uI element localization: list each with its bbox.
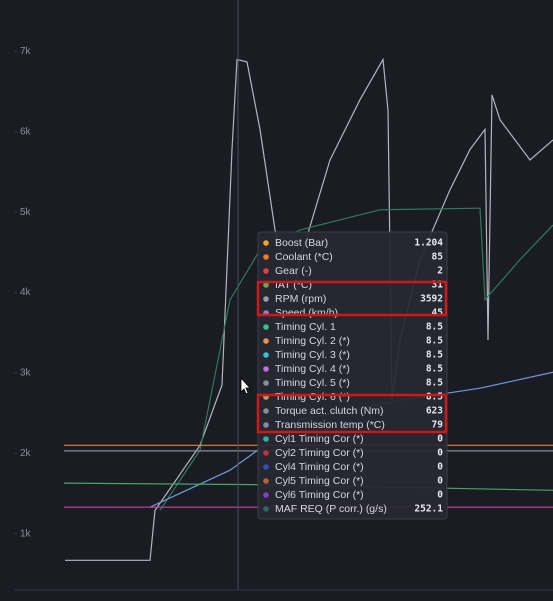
series-value: 3592 [420,294,443,305]
series-value: 31 [432,280,444,291]
plot-area: 1k 2k 3k 4k 5k 6k 7k [14,46,553,561]
y-tick-label: 4k [20,287,32,298]
y-tick-label: 5k [20,207,32,218]
legend-dot [263,380,269,386]
y-tick-label: 2k [20,448,32,459]
legend-dot [263,338,269,344]
legend-dot [263,408,269,414]
series-name: Gear (-) [275,265,312,277]
series-name: Cyl4 Timing Cor (*) [275,461,364,473]
series-value: 85 [432,252,444,263]
series-value: 8.5 [426,364,443,375]
series-value: 8.5 [426,392,443,403]
legend-dot [263,352,269,358]
series-name: RPM (rpm) [275,293,326,305]
series-name: Transmission temp (*C) [275,419,385,431]
series-name: Cyl5 Timing Cor (*) [275,475,364,487]
mouse-cursor [240,376,251,395]
series-name: Cyl2 Timing Cor (*) [275,447,364,459]
series-line [65,57,553,561]
series-line [159,207,553,511]
series-name: IAT (*C) [275,279,312,291]
series-name: Coolant (*C) [275,251,333,263]
series-value: 8.5 [426,322,443,333]
highlight-box [256,393,448,434]
legend-dot [263,254,269,260]
series-name: Cyl6 Timing Cor (*) [275,489,364,501]
legend-dot [263,296,269,302]
series-value: 45 [432,308,444,319]
legend-dot [263,464,269,470]
legend-dot [263,422,269,428]
series-name: Timing Cyl. 5 (*) [275,377,350,389]
series-name: MAF REQ (P corr.) (g/s) [275,503,387,515]
series-value: 1.204 [414,238,443,249]
series-name: Timing Cyl. 1 [275,321,336,333]
series-value: 8.5 [426,336,443,347]
y-tick-label: 3k [20,368,32,379]
legend-dot [263,450,269,456]
series-value: 0 [437,490,443,501]
series-value: 0 [437,462,443,473]
tooltip: Boost (Bar) 1.204 Coolant (*C) 85 Gear (-) 2 I… [257,231,448,520]
series-value: 623 [426,406,443,417]
series-value: 0 [437,476,443,487]
series-value: 79 [432,420,444,431]
legend-dot [263,366,269,372]
highlight-box [256,280,448,317]
y-tick-label: 7k [20,46,32,57]
legend-dot [263,268,269,274]
series-value: 0 [437,448,443,459]
y-tick-label: 1k [20,528,32,539]
series-value: 8.5 [426,350,443,361]
y-tick-label: 6k [20,126,32,137]
series-value: 8.5 [426,378,443,389]
legend-dot [263,506,269,512]
series-value: 252.1 [414,504,443,515]
series-name: Timing Cyl. 3 (*) [275,349,350,361]
tooltip-box [257,231,448,520]
series-name: Timing Cyl. 6 (*) [275,391,350,403]
series-name: Speed (km/h) [275,307,338,319]
legend-dot [263,478,269,484]
series-name: Timing Cyl. 2 (*) [275,335,350,347]
series-value: 2 [437,266,443,277]
legend-dot [263,436,269,442]
series-name: Cyl1 Timing Cor (*) [275,433,364,445]
legend-dot [263,240,269,246]
series-name: Timing Cyl. 4 (*) [275,363,350,375]
legend-dot [263,492,269,498]
legend-dot [263,324,269,330]
series-name: Boost (Bar) [275,237,328,249]
legend-dot [263,282,269,288]
series-name: Torque act. clutch (Nm) [275,405,384,417]
series-value: 0 [437,434,443,445]
